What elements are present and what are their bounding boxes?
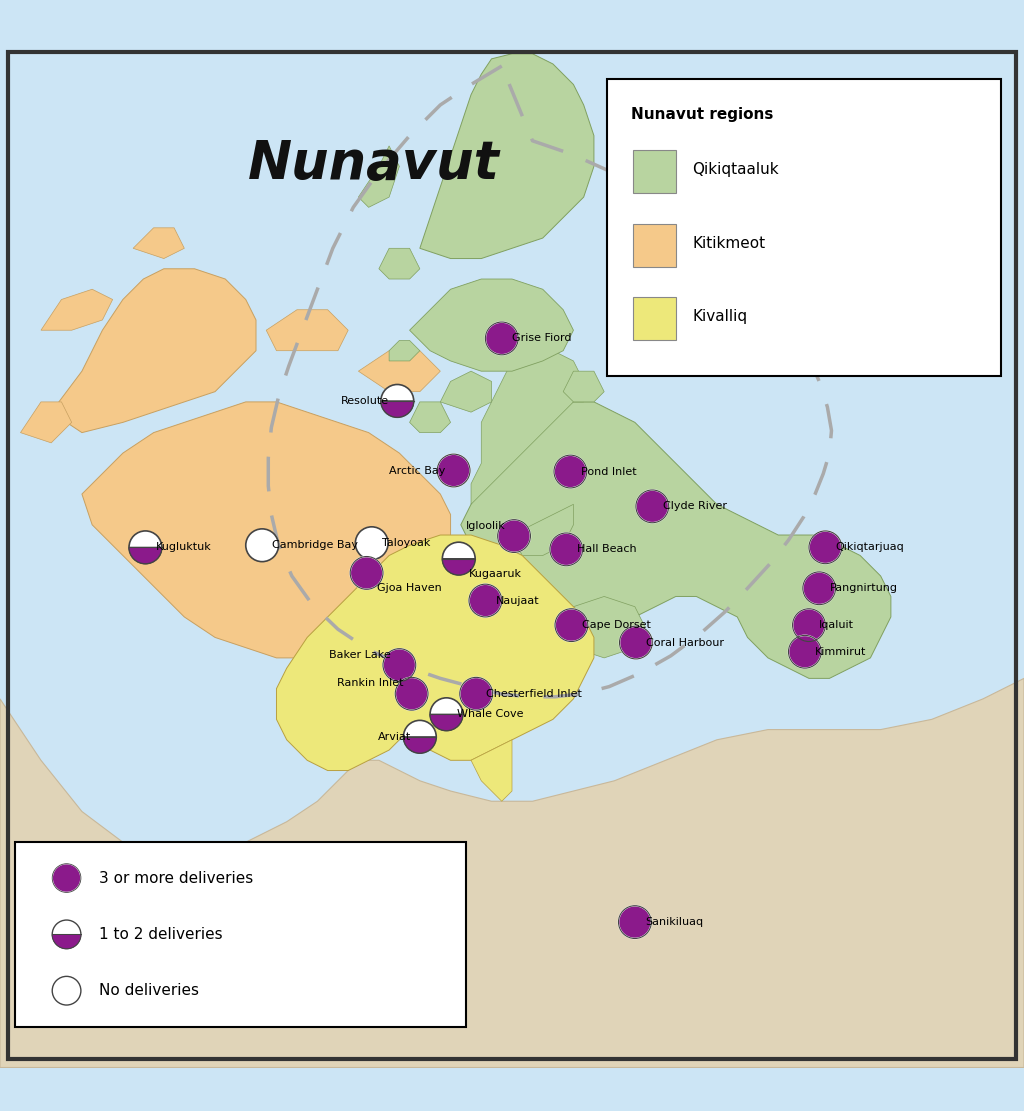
Circle shape [129,531,162,563]
Polygon shape [266,310,348,351]
Wedge shape [52,934,81,949]
Text: 3 or more deliveries: 3 or more deliveries [99,871,254,885]
Polygon shape [358,351,440,392]
Polygon shape [41,289,113,330]
Wedge shape [403,737,436,753]
Text: Nunavut regions: Nunavut regions [631,107,773,122]
FancyBboxPatch shape [633,150,676,193]
Text: Clyde River: Clyde River [663,501,727,511]
Circle shape [460,678,493,710]
Text: Pangnirtung: Pangnirtung [829,583,897,593]
Polygon shape [358,146,399,208]
FancyBboxPatch shape [607,79,1001,377]
Text: Nunavut: Nunavut [248,139,500,190]
Circle shape [403,720,436,753]
Circle shape [550,533,583,565]
Polygon shape [471,351,584,504]
Text: Coral Harbour: Coral Harbour [646,638,724,648]
Polygon shape [133,228,184,259]
Circle shape [498,520,530,552]
Polygon shape [553,597,645,658]
Text: Igloolik: Igloolik [466,521,506,531]
Circle shape [803,572,836,604]
Wedge shape [430,714,463,731]
Circle shape [793,609,825,641]
Text: Qikiqtarjuaq: Qikiqtarjuaq [836,542,904,552]
Text: Arctic Bay: Arctic Bay [389,466,445,476]
Circle shape [381,384,414,418]
FancyBboxPatch shape [633,223,676,267]
Polygon shape [20,402,72,443]
Polygon shape [51,269,256,432]
Circle shape [350,557,383,589]
Circle shape [52,863,81,892]
Wedge shape [381,401,414,418]
Text: 1 to 2 deliveries: 1 to 2 deliveries [99,927,223,942]
Polygon shape [410,279,573,371]
Polygon shape [471,740,512,801]
Text: Chesterfield Inlet: Chesterfield Inlet [486,689,583,699]
Circle shape [809,531,842,563]
Text: Kugaaruk: Kugaaruk [469,569,522,579]
Text: Pond Inlet: Pond Inlet [581,467,636,477]
Circle shape [620,627,652,659]
Polygon shape [512,504,573,556]
Text: Kivalliq: Kivalliq [692,309,748,324]
Circle shape [555,609,588,641]
Text: Whale Cove: Whale Cove [457,709,523,719]
Text: No deliveries: No deliveries [99,983,200,998]
Circle shape [52,920,81,949]
Text: Kitikmeot: Kitikmeot [692,236,765,251]
Polygon shape [410,402,451,432]
Circle shape [636,490,669,523]
Text: Grise Fiord: Grise Fiord [512,333,571,343]
Wedge shape [442,559,475,575]
Text: Taloyoak: Taloyoak [382,538,430,548]
Text: Arviat: Arviat [379,732,412,742]
Text: Cambridge Bay: Cambridge Bay [272,540,358,550]
Circle shape [554,456,587,488]
Text: Rankin Inlet: Rankin Inlet [337,679,403,689]
Text: Cape Dorset: Cape Dorset [582,620,650,630]
Text: Kugluktuk: Kugluktuk [156,542,211,552]
Polygon shape [389,340,420,361]
Circle shape [485,322,518,354]
Polygon shape [440,371,492,412]
Text: Iqaluit: Iqaluit [819,620,854,630]
Circle shape [246,529,279,562]
Text: Baker Lake: Baker Lake [330,650,391,660]
Text: Sanikiluaq: Sanikiluaq [645,917,703,927]
Text: Naujaat: Naujaat [496,595,540,605]
Text: Qikiqtaaluk: Qikiqtaaluk [692,162,779,177]
Polygon shape [276,536,594,771]
Wedge shape [129,548,162,563]
Circle shape [618,905,651,939]
Text: Kimmirut: Kimmirut [815,647,866,657]
Text: Gjoa Haven: Gjoa Haven [377,583,441,593]
Polygon shape [82,402,451,658]
Circle shape [52,977,81,1005]
Polygon shape [420,53,594,259]
Circle shape [442,542,475,575]
Circle shape [437,454,470,487]
Circle shape [788,635,821,668]
Circle shape [383,649,416,681]
Polygon shape [379,248,420,279]
FancyBboxPatch shape [15,842,466,1027]
Circle shape [395,678,428,710]
Text: Resolute: Resolute [341,396,389,406]
Text: Hall Beach: Hall Beach [577,544,636,554]
FancyBboxPatch shape [633,298,676,340]
Circle shape [469,584,502,617]
Polygon shape [563,371,604,402]
Polygon shape [0,679,1024,1068]
Circle shape [355,527,388,560]
Polygon shape [461,402,891,679]
Circle shape [430,698,463,731]
